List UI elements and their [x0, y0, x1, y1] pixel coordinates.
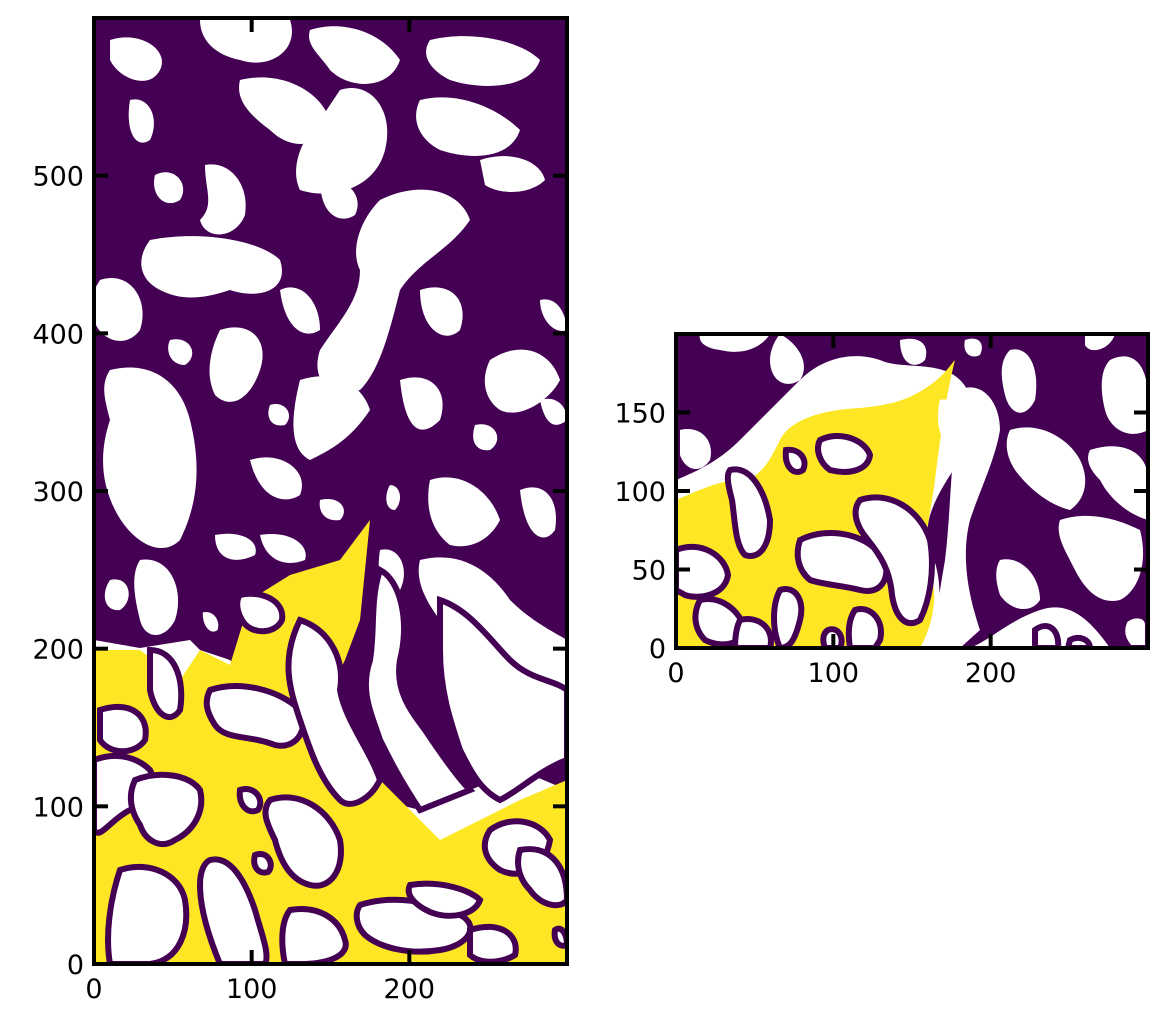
left-x-tick-label: 200 — [384, 974, 436, 1005]
left-y-tick-label: 300 — [32, 477, 84, 508]
left-y-tick-label: 200 — [32, 635, 84, 666]
left-heatmap — [94, 18, 567, 964]
right-x-tick-label: 0 — [667, 658, 684, 689]
left-white-blobs-lower — [94, 565, 567, 964]
right-y-tick-label: 100 — [614, 477, 666, 508]
left-x-tick-label: 100 — [226, 974, 278, 1005]
left-axis-ticks: 0 100 200 0 100 200 300 400 500 — [32, 18, 567, 1005]
panel-right: 0 100 200 0 50 100 150 — [614, 332, 1150, 689]
left-y-tick-label: 400 — [32, 319, 84, 350]
right-heatmap — [676, 334, 1148, 648]
left-y-tick-label: 100 — [32, 792, 84, 823]
left-x-tick-label: 0 — [85, 974, 102, 1005]
right-y-tick-label: 150 — [614, 399, 666, 430]
right-y-tick-label: 50 — [632, 556, 666, 587]
panel-left: 0 100 200 0 100 200 300 400 500 — [32, 16, 569, 1005]
right-white-blobs-lower — [676, 433, 1148, 648]
right-white-blobs — [680, 334, 1148, 648]
left-y-tick-label: 500 — [32, 162, 84, 193]
right-axis-ticks: 0 100 200 0 50 100 150 — [614, 334, 1148, 689]
right-y-tick-label: 0 — [649, 634, 666, 665]
left-y-tick-label: 0 — [67, 950, 84, 981]
right-purple-region — [676, 334, 1148, 648]
left-white-blobs — [94, 20, 567, 690]
right-x-tick-label: 100 — [808, 658, 860, 689]
right-x-tick-label: 200 — [965, 658, 1017, 689]
